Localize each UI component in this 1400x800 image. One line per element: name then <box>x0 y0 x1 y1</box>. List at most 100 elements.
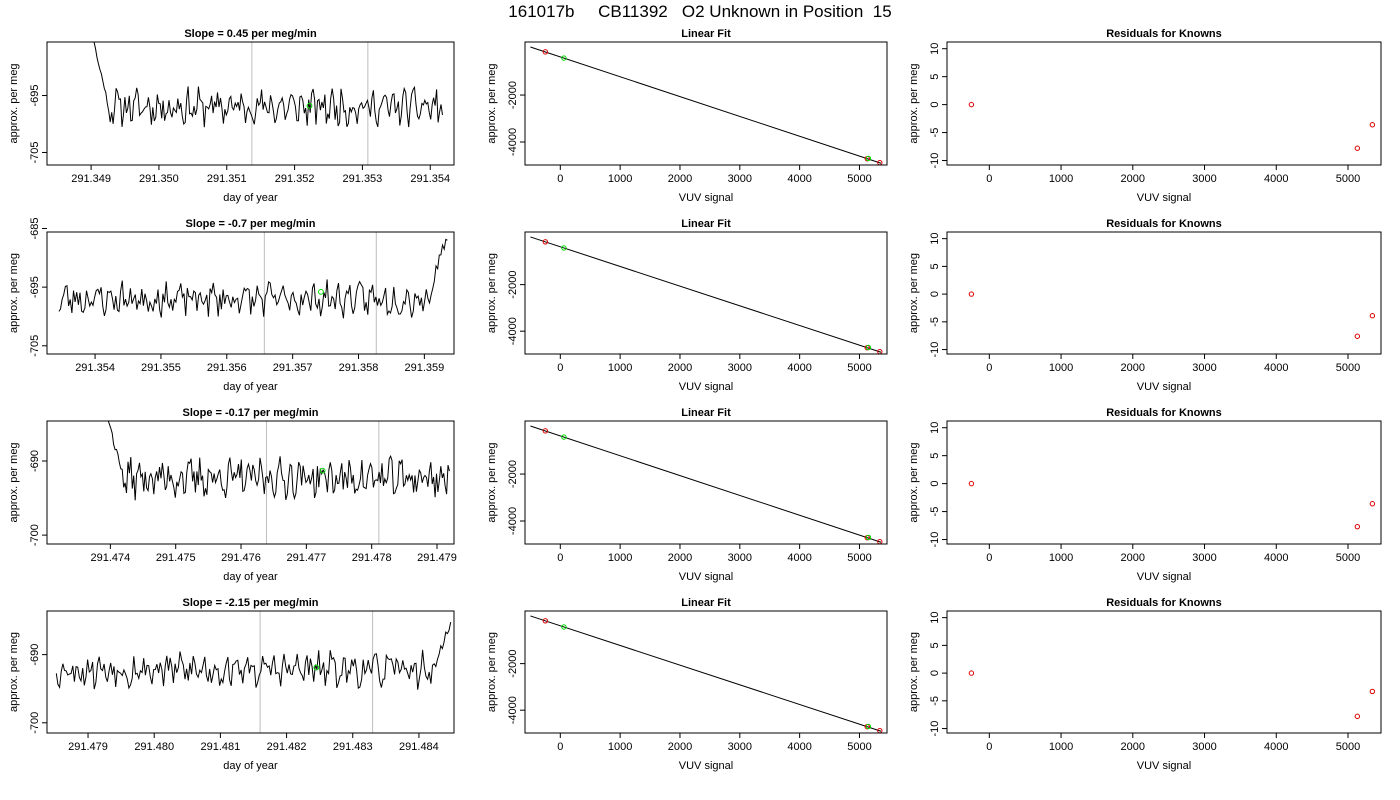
x-tick-label: 2000 <box>668 741 692 753</box>
unknown-point <box>865 155 872 162</box>
x-tick-label: 4000 <box>787 173 811 185</box>
x-tick-label: 5000 <box>847 741 871 753</box>
x-tick-label: 5000 <box>847 362 871 374</box>
y-tick-label: -2000 <box>507 81 519 109</box>
y-tick-label: -4000 <box>507 507 519 535</box>
chart-panel-1-3: Residuals for Knowns 0 1000 2000 3000 4000 500… <box>908 28 1382 204</box>
y-axis-label: approx. per meg <box>486 63 498 143</box>
x-tick-label: 5000 <box>1336 173 1360 185</box>
y-axis-label: approx. per meg <box>8 442 20 522</box>
chart-panel-1-1: Slope = 0.45 per meg/min 291.349 291.350 29… <box>8 28 455 204</box>
x-tick-label: 291.354 <box>410 173 450 185</box>
plot-area <box>107 421 450 544</box>
y-axis-label: approx. per meg <box>908 253 920 333</box>
x-axis-label: VUV signal <box>1137 571 1191 583</box>
chart-title: Slope = -0.17 per meg/min <box>182 407 318 419</box>
x-tick-label: 291.479 <box>417 552 457 564</box>
y-tick-label: 0 <box>929 291 941 297</box>
plot-area <box>530 615 883 733</box>
chart-title: Residuals for Knowns <box>1106 407 1222 419</box>
y-axis-label: approx. per meg <box>8 632 20 712</box>
chart-panel-4-3: Residuals for Knowns 0 1000 2000 3000 4000 500… <box>908 597 1382 772</box>
unknown-point <box>865 723 872 730</box>
unknown-point <box>561 55 567 61</box>
x-tick-label: 291.353 <box>343 173 383 185</box>
known-point <box>1369 122 1376 128</box>
x-tick-label: 0 <box>557 741 563 753</box>
x-tick-label: 0 <box>557 173 563 185</box>
chart-panel-2-3: Residuals for Knowns 0 1000 2000 3000 4000 500… <box>908 218 1382 393</box>
x-tick-label: 3000 <box>1192 173 1216 185</box>
x-axis-label: VUV signal <box>679 760 733 772</box>
x-tick-label: 291.357 <box>273 362 313 374</box>
known-point <box>542 239 549 245</box>
chart-title: Linear Fit <box>681 218 731 230</box>
known-point <box>542 49 549 55</box>
x-tick-label: 3000 <box>728 741 752 753</box>
y-tick-label: -10 <box>929 721 941 737</box>
chart-panel-4-2: Linear Fit 0 1000 2000 3000 4000 5000 -4000 -200… <box>486 597 888 772</box>
y-tick-label: -2000 <box>507 271 519 299</box>
x-axis-label: VUV signal <box>679 381 733 393</box>
x-tick-label: 0 <box>986 552 992 564</box>
unknown-sample-marker <box>306 102 313 109</box>
y-tick-label: -5 <box>929 128 941 138</box>
x-tick-label: 4000 <box>787 741 811 753</box>
x-tick-label: 0 <box>557 552 563 564</box>
plot-frame <box>946 420 1382 545</box>
unknown-point <box>561 624 567 630</box>
x-tick-label: 3000 <box>728 362 752 374</box>
y-tick-label: -5 <box>929 507 941 517</box>
fit-line <box>530 46 882 164</box>
x-tick-label: 3000 <box>1192 362 1216 374</box>
plot-frame <box>946 41 1382 166</box>
fit-line <box>530 615 882 732</box>
y-axis-label: approx. per meg <box>908 442 920 522</box>
x-tick-label: 291.354 <box>75 362 115 374</box>
y-tick-label: -690 <box>29 450 41 472</box>
x-tick-label: 4000 <box>1264 173 1288 185</box>
y-tick-label: 10 <box>929 422 941 434</box>
x-tick-label: 4000 <box>1264 362 1288 374</box>
x-tick-label: 0 <box>557 362 563 374</box>
x-tick-label: 291.482 <box>267 741 307 753</box>
known-point <box>968 670 975 676</box>
data-series-line <box>92 42 443 128</box>
y-tick-label: 10 <box>929 612 941 624</box>
plot-frame <box>524 420 888 545</box>
chart-title: Slope = -0.7 per meg/min <box>186 218 316 230</box>
y-tick-label: 5 <box>929 453 941 459</box>
x-tick-label: 291.478 <box>352 552 392 564</box>
y-tick-label: -10 <box>929 342 941 358</box>
chart-panel-3-2: Linear Fit 0 1000 2000 3000 4000 5000 -4000 -200… <box>486 407 888 583</box>
unknown-point <box>865 344 872 351</box>
y-tick-label: -2000 <box>507 650 519 678</box>
y-tick-label: 0 <box>929 102 941 108</box>
data-series-line <box>107 421 450 501</box>
chart-title: Residuals for Knowns <box>1106 597 1222 609</box>
x-tick-label: 291.350 <box>139 173 179 185</box>
plot-area <box>968 291 1376 339</box>
chart-title: Residuals for Knowns <box>1106 218 1222 230</box>
x-tick-label: 2000 <box>668 552 692 564</box>
chart-panel-2-1: Slope = -0.7 per meg/min 291.354 291.355 29… <box>8 217 455 393</box>
x-tick-label: 1000 <box>608 552 632 564</box>
chart-title: Slope = -2.15 per meg/min <box>182 597 318 609</box>
y-tick-label: 5 <box>929 263 941 269</box>
unknown-sample-marker <box>319 467 326 474</box>
x-tick-label: 1000 <box>1049 552 1073 564</box>
y-axis-label: approx. per meg <box>8 63 20 143</box>
x-tick-label: 291.479 <box>68 741 108 753</box>
fit-line <box>530 236 882 353</box>
x-axis-label: day of year <box>223 760 278 772</box>
chart-title: Linear Fit <box>681 597 731 609</box>
x-tick-label: 291.356 <box>207 362 247 374</box>
x-tick-label: 291.475 <box>156 552 196 564</box>
x-tick-label: 3000 <box>728 552 752 564</box>
x-tick-label: 1000 <box>608 741 632 753</box>
x-tick-label: 291.359 <box>404 362 444 374</box>
x-tick-label: 5000 <box>847 552 871 564</box>
known-point <box>968 480 975 487</box>
